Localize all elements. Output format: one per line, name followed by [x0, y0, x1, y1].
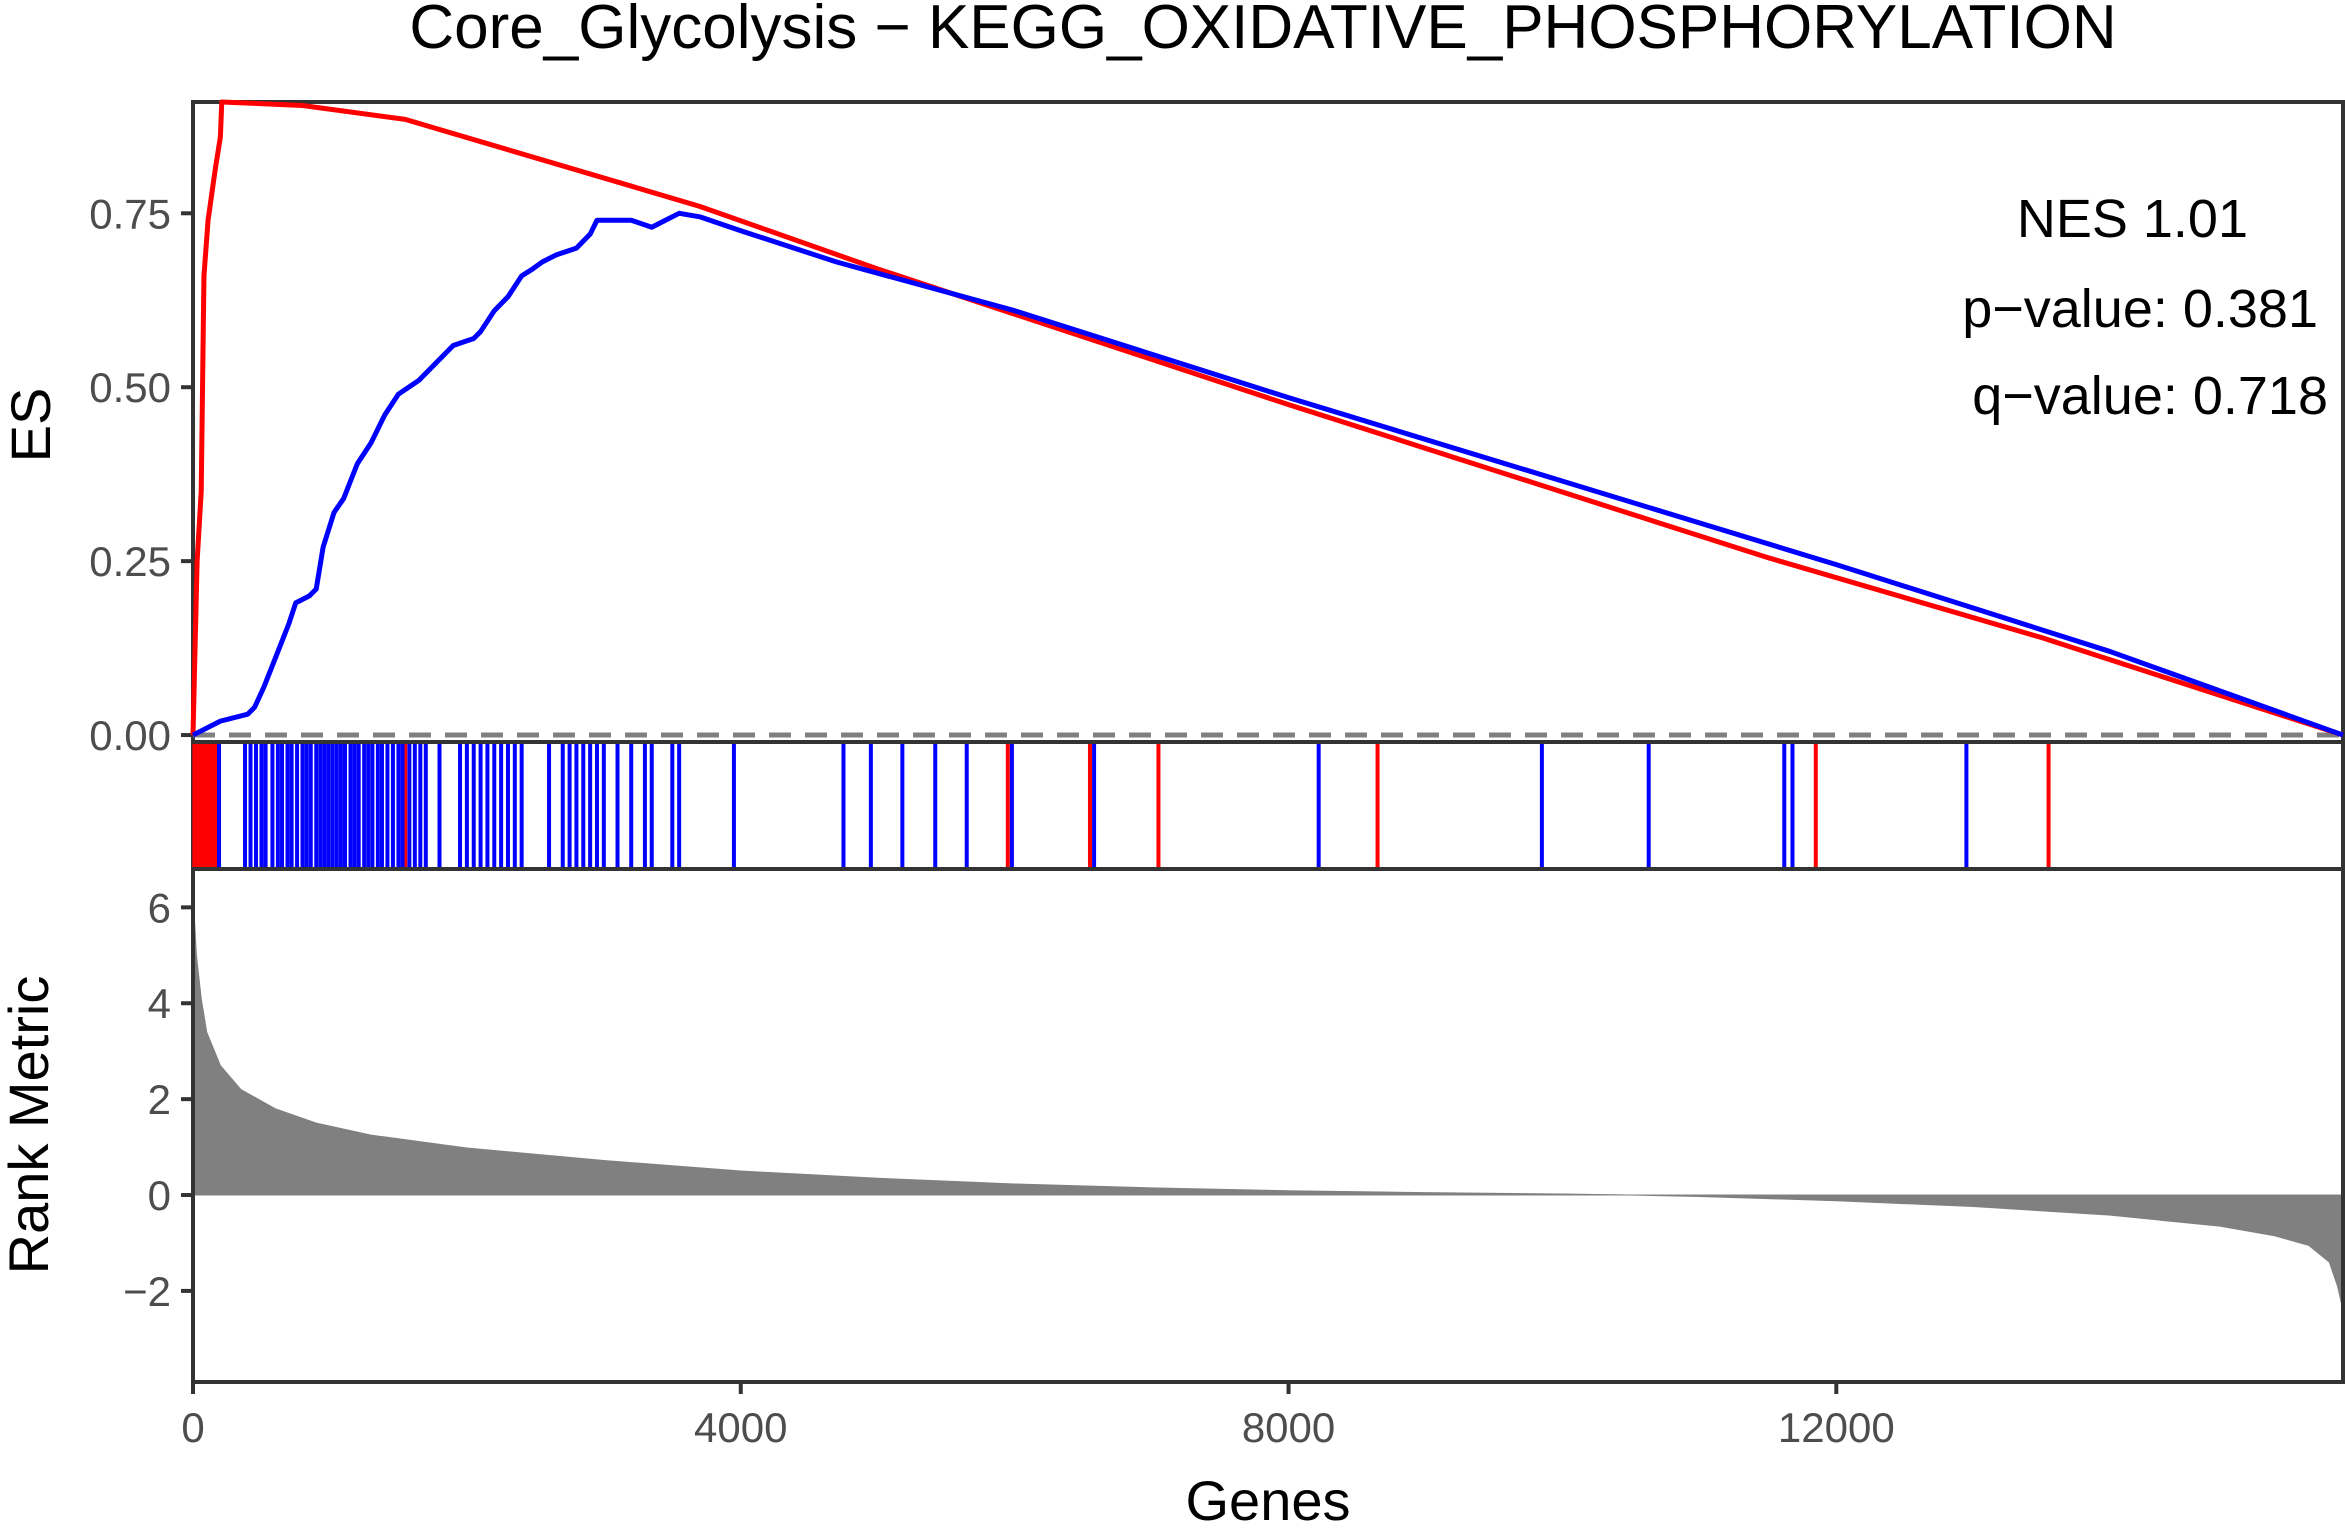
es-y-tick-label: 0.25 [89, 538, 171, 585]
es-y-axis: 0.00 0.25 0.50 0.75 [89, 190, 193, 759]
es-line-1 [190, 99, 2344, 738]
chart-title: Core_Glycolysis − KEGG_OXIDATIVE_PHOSPHO… [409, 0, 2116, 62]
rank-panel: −2 0 2 4 6 Rank Metric [0, 867, 2345, 1384]
es-y-tick-label: 0.50 [89, 364, 171, 411]
rank-panel-frame [191, 867, 2345, 1384]
hit-marks [192, 744, 2051, 867]
es-axis-title: ES [0, 388, 62, 463]
x-axis: 0 4000 8000 12000 [181, 1382, 1895, 1451]
hits-panel [191, 740, 2345, 871]
x-axis-title: Genes [1186, 1469, 1351, 1532]
es-y-tick-label: 0.75 [89, 190, 171, 237]
rank-y-tick-label: 4 [148, 980, 171, 1027]
nes-annotation: NES 1.01 [2017, 189, 2248, 249]
qvalue-annotation: q−value: 0.718 [1972, 366, 2328, 426]
rank-y-tick-label: 2 [148, 1076, 171, 1123]
x-tick-label: 12000 [1778, 1404, 1895, 1451]
x-tick-label: 0 [181, 1404, 204, 1451]
es-series [190, 99, 2344, 738]
es-panel: 0.00 0.25 0.50 0.75 ES NES 1.01 p−value: 0.… [0, 99, 2345, 759]
x-tick-label: 8000 [1242, 1404, 1335, 1451]
pvalue-annotation: p−value: 0.381 [1962, 279, 2318, 339]
x-tick-label: 4000 [694, 1404, 787, 1451]
rank-y-axis: −2 0 2 4 6 [123, 884, 193, 1315]
es-line-2 [191, 210, 2344, 738]
rank-y-tick-label: −2 [123, 1268, 171, 1315]
rank-axis-title: Rank Metric [0, 976, 60, 1275]
rank-metric-area [192, 892, 2344, 1311]
rank-metric-series [192, 892, 2344, 1311]
rank-y-tick-label: 6 [148, 884, 171, 931]
rank-y-tick-label: 0 [148, 1172, 171, 1219]
es-y-tick-label: 0.00 [89, 712, 171, 759]
